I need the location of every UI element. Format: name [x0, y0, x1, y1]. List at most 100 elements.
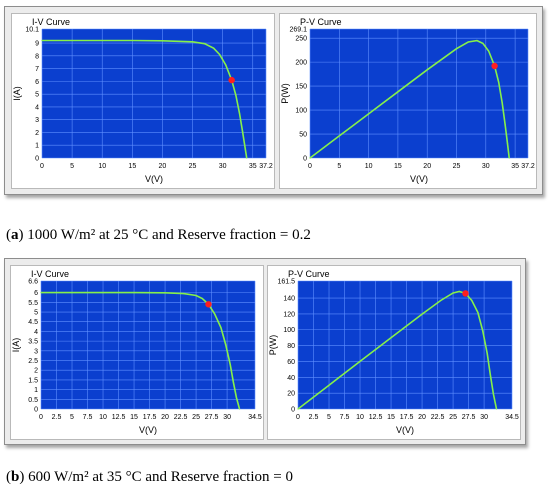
x-tick-label: 30: [223, 414, 231, 421]
data-point: [338, 135, 340, 137]
y-tick-label: 150: [295, 84, 307, 91]
data-point: [232, 381, 234, 383]
caption-a-tag: a: [11, 227, 19, 243]
operating-point-marker: [228, 76, 235, 84]
y-tick-label: 269.1: [289, 27, 307, 34]
data-point: [241, 130, 244, 132]
data-point: [101, 39, 103, 42]
x-tick-label: 15: [394, 163, 402, 170]
x-tick-label: 0: [40, 163, 44, 170]
pv-chart-b: P-V Curve 0 2.5 5 7.5 10 12.5 15 17.5 20 22.5 25 27.…: [268, 269, 519, 435]
data-point: [476, 39, 478, 42]
x-axis-label: V(V): [145, 174, 163, 184]
x-tick-label: 25: [192, 414, 200, 421]
x-tick-label: 30: [482, 163, 490, 170]
data-point: [455, 48, 458, 50]
y-tick-label: 0.5: [28, 397, 38, 404]
x-tick-label: 20: [159, 163, 167, 170]
x-tick-label: 0: [296, 414, 300, 421]
data-point: [397, 91, 399, 93]
data-point: [467, 41, 469, 43]
panel-a: I-V Curve 0 5 10 15 20 25 30 35 37.2 0 1 2 3 4 5 6 7 8 9 10.…: [4, 6, 543, 195]
operating-point-marker: [205, 301, 212, 308]
data-point: [506, 143, 509, 145]
plot-area: [298, 281, 512, 409]
data-point: [498, 81, 500, 83]
y-tick-label: 6: [34, 290, 38, 297]
x-tick-label: 12.5: [112, 414, 126, 421]
x-tick-label: 7.5: [340, 414, 350, 421]
chart-title: I-V Curve: [31, 269, 69, 279]
x-tick-label: 0: [308, 163, 312, 170]
chart-title: I-V Curve: [32, 17, 70, 27]
iv-chart-frame-b: I-V Curve 0 2.5 5 7.5 10 12.5 15 17.5 20 22.5 25 27.…: [10, 265, 264, 440]
data-point: [486, 352, 488, 354]
y-tick-label: 161.5: [277, 279, 295, 286]
data-point: [131, 39, 133, 42]
x-tick-label: 15: [387, 414, 395, 421]
data-point: [482, 330, 484, 332]
y-tick-label: 140: [283, 296, 295, 303]
caption-a-text: 1000 W/m² at 25 °C and Reserve fraction …: [27, 227, 311, 243]
chart-title: P-V Curve: [288, 269, 330, 279]
data-point: [195, 294, 197, 297]
data-point: [71, 292, 73, 294]
data-point: [495, 408, 498, 410]
y-tick-label: 6.6: [28, 279, 38, 286]
data-point: [359, 360, 361, 363]
y-axis-label: I(A): [12, 86, 22, 101]
iv-chart-frame-a: I-V Curve 0 5 10 15 20 25 30 35 37.2 0 1 2 3 4 5 6 7 8 9 10.…: [11, 13, 275, 189]
data-point: [133, 292, 135, 294]
x-tick-label: 17.5: [400, 414, 414, 421]
y-tick-label: 250: [295, 36, 307, 43]
data-point: [191, 41, 194, 43]
x-tick-label: 5: [337, 163, 341, 170]
data-point: [504, 123, 506, 126]
y-axis-label: P(W): [280, 83, 290, 104]
data-point: [309, 157, 311, 159]
x-tick-label: 35: [511, 163, 519, 170]
y-tick-label: 10.1: [25, 27, 39, 34]
data-point: [164, 292, 166, 294]
operating-point-marker: [491, 62, 498, 70]
panel-b: I-V Curve 0 2.5 5 7.5 10 12.5 15 17.5 20 2 2.5 25 27.…: [4, 258, 526, 445]
data-point: [102, 292, 104, 294]
x-tick-label: 30: [480, 414, 488, 421]
y-axis-label: I(A): [11, 338, 21, 353]
data-point: [238, 408, 241, 410]
y-tick-label: 3: [35, 117, 39, 124]
y-tick-label: 200: [295, 60, 307, 67]
y-tick-label: 7: [35, 66, 39, 73]
data-point: [246, 157, 248, 159]
caption-a: (a) 1000 W/m² at 25 °C and Reserve fract…: [6, 227, 311, 243]
data-point: [482, 42, 484, 45]
x-tick-label: 12.5: [369, 414, 383, 421]
x-tick-label: 5: [70, 163, 74, 170]
y-tick-label: 2: [35, 130, 39, 137]
y-tick-label: 5.5: [28, 300, 38, 307]
data-point: [488, 50, 490, 52]
x-tick-label: 2.5: [309, 414, 319, 421]
x-tick-label: 5: [327, 414, 331, 421]
data-point: [41, 39, 43, 42]
caption-b: (b) 600 W/m² at 35 °C and Reserve fracti…: [6, 469, 293, 485]
data-point: [328, 384, 330, 386]
x-tick-label: 10: [98, 163, 106, 170]
data-point: [225, 344, 227, 346]
y-tick-label: 3: [34, 348, 38, 355]
data-point: [489, 374, 491, 376]
data-point: [235, 94, 237, 97]
y-tick-label: 2.5: [28, 358, 38, 365]
x-tick-label: 10: [356, 414, 364, 421]
series-line: [309, 39, 510, 159]
y-tick-label: 2: [34, 368, 38, 375]
x-tick-label: 20: [161, 414, 169, 421]
x-tick-label: 34.5: [248, 414, 262, 421]
pv-chart-frame-a: P-V Curve 0 5 10 15 20 25 30 35 37.2 0 50 100 150 200 2…: [279, 13, 537, 189]
x-tick-label: 20: [418, 414, 426, 421]
y-tick-label: 0: [303, 156, 307, 163]
x-tick-label: 27.5: [462, 414, 476, 421]
x-tick-label: 15: [128, 163, 136, 170]
x-tick-label: 37.2: [521, 163, 535, 170]
